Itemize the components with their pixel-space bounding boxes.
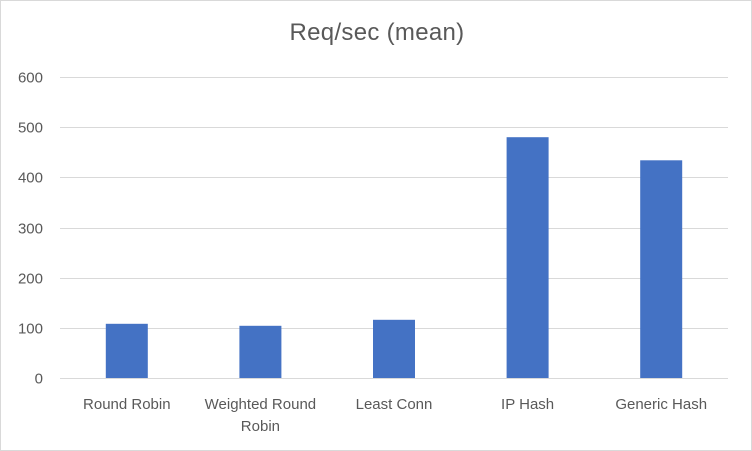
bar — [506, 137, 549, 378]
y-tick-label: 400 — [18, 170, 43, 187]
y-tick-label: 600 — [18, 70, 43, 87]
x-category-label: Round Robin — [83, 396, 171, 413]
x-category-label: Weighted Round — [205, 396, 316, 413]
x-category-label: Generic Hash — [615, 396, 707, 413]
bars — [105, 137, 683, 378]
bar — [640, 160, 683, 378]
y-tick-label: 100 — [18, 321, 43, 338]
x-category-label: Least Conn — [356, 396, 433, 413]
y-tick-label: 300 — [18, 221, 43, 238]
x-category-label: Robin — [241, 418, 280, 435]
x-category-label: IP Hash — [501, 396, 554, 413]
bar — [105, 323, 148, 378]
bar — [373, 319, 415, 378]
y-tick-label: 200 — [18, 271, 43, 288]
y-axis-ticks: 0 100 200 300 400 500 600 — [18, 70, 43, 388]
x-axis-labels: Round Robin Weighted Round Robin Least Conn… — [83, 396, 707, 435]
gridlines — [60, 77, 728, 379]
y-tick-label: 0 — [35, 371, 43, 388]
bar — [239, 325, 282, 378]
y-tick-label: 500 — [18, 120, 43, 137]
chart-title: Req/sec (mean) — [289, 19, 465, 46]
